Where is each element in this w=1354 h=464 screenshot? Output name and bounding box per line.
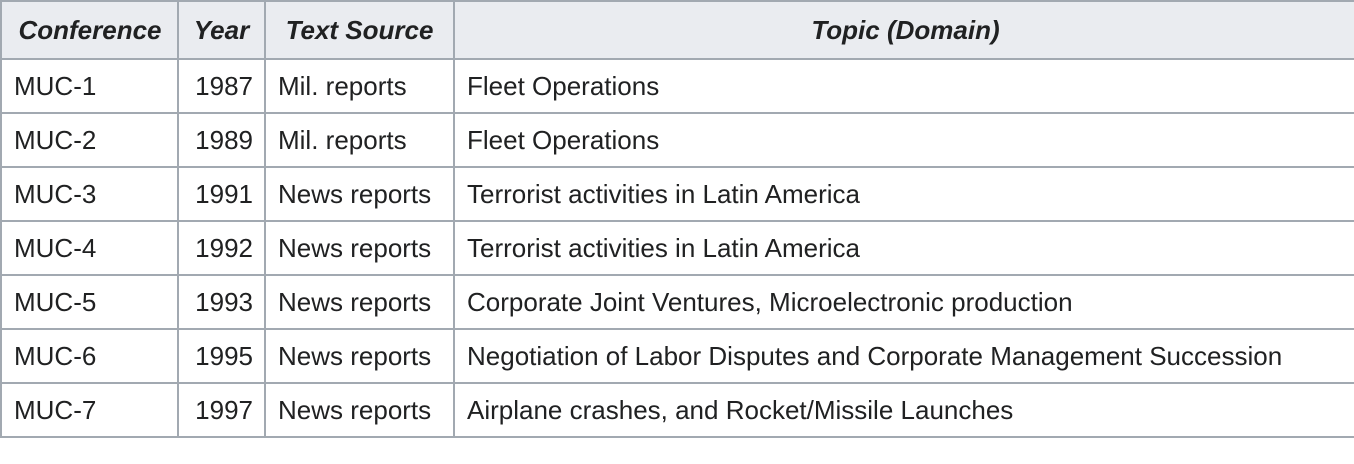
header-conference: Conference xyxy=(0,0,179,60)
cell-year: 1989 xyxy=(177,112,266,168)
cell-topic: Airplane crashes, and Rocket/Missile Lau… xyxy=(453,382,1354,438)
cell-conference: MUC-2 xyxy=(0,112,179,168)
table-row: MUC-3 1991 News reports Terrorist activi… xyxy=(0,166,1354,222)
table-row: MUC-5 1993 News reports Corporate Joint … xyxy=(0,274,1354,330)
cell-conference: MUC-7 xyxy=(0,382,179,438)
cell-year: 1987 xyxy=(177,58,266,114)
cell-year: 1997 xyxy=(177,382,266,438)
cell-conference: MUC-6 xyxy=(0,328,179,384)
cell-text-source: News reports xyxy=(264,328,455,384)
cell-year: 1993 xyxy=(177,274,266,330)
cell-year: 1991 xyxy=(177,166,266,222)
cell-topic: Fleet Operations xyxy=(453,112,1354,168)
muc-conferences-table: Conference Year Text Source Topic (Domai… xyxy=(0,0,1354,438)
table-row: MUC-7 1997 News reports Airplane crashes… xyxy=(0,382,1354,438)
cell-text-source: News reports xyxy=(264,274,455,330)
cell-text-source: Mil. reports xyxy=(264,112,455,168)
cell-text-source: News reports xyxy=(264,166,455,222)
cell-text-source: News reports xyxy=(264,220,455,276)
cell-conference: MUC-5 xyxy=(0,274,179,330)
cell-text-source: News reports xyxy=(264,382,455,438)
table-row: MUC-4 1992 News reports Terrorist activi… xyxy=(0,220,1354,276)
cell-text-source: Mil. reports xyxy=(264,58,455,114)
cell-conference: MUC-4 xyxy=(0,220,179,276)
cell-conference: MUC-3 xyxy=(0,166,179,222)
table-row: MUC-2 1989 Mil. reports Fleet Operations xyxy=(0,112,1354,168)
cell-year: 1995 xyxy=(177,328,266,384)
cell-topic: Terrorist activities in Latin America xyxy=(453,166,1354,222)
header-row: Conference Year Text Source Topic (Domai… xyxy=(0,0,1354,60)
header-year: Year xyxy=(177,0,266,60)
cell-topic: Fleet Operations xyxy=(453,58,1354,114)
cell-topic: Corporate Joint Ventures, Microelectroni… xyxy=(453,274,1354,330)
cell-conference: MUC-1 xyxy=(0,58,179,114)
header-text-source: Text Source xyxy=(264,0,455,60)
table-row: MUC-6 1995 News reports Negotiation of L… xyxy=(0,328,1354,384)
header-topic: Topic (Domain) xyxy=(453,0,1354,60)
cell-topic: Terrorist activities in Latin America xyxy=(453,220,1354,276)
cell-year: 1992 xyxy=(177,220,266,276)
table-header: Conference Year Text Source Topic (Domai… xyxy=(0,0,1354,60)
table-body: MUC-1 1987 Mil. reports Fleet Operations… xyxy=(0,58,1354,438)
table-row: MUC-1 1987 Mil. reports Fleet Operations xyxy=(0,58,1354,114)
cell-topic: Negotiation of Labor Disputes and Corpor… xyxy=(453,328,1354,384)
